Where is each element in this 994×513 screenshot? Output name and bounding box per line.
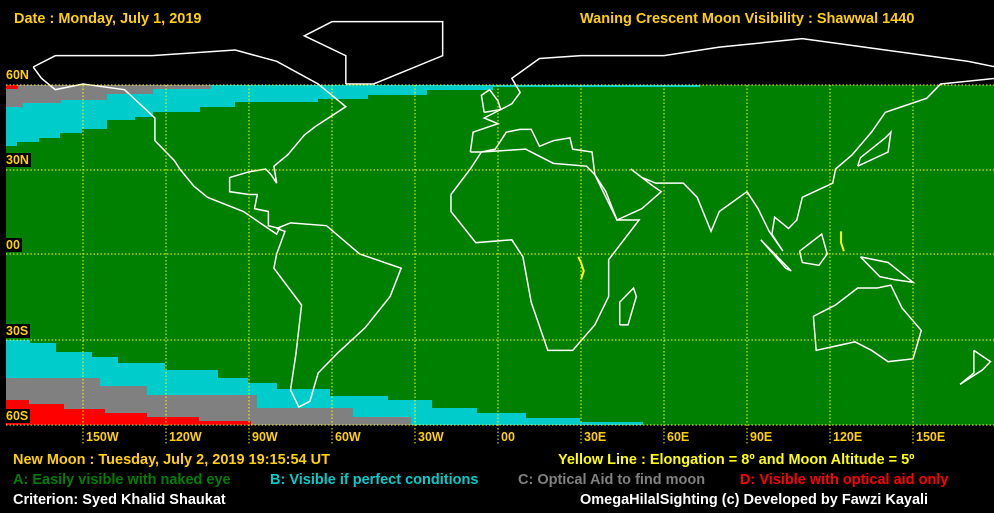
coastline-greenland	[302, 20, 444, 85]
lat-label-60n: 60N	[4, 68, 31, 82]
zone-b-north	[6, 85, 700, 146]
legend-c: C: Optical Aid to find moon	[518, 472, 706, 488]
lon-label: 120E	[833, 430, 863, 444]
lon-label: 30W	[418, 430, 444, 444]
legend-a: A: Easily visible with naked eye	[13, 472, 231, 488]
coastline-madagascar	[618, 286, 638, 326]
coastline-africa	[450, 148, 641, 352]
lon-label: 60E	[667, 430, 690, 444]
credit-label: OmegaHilalSighting (c) Developed by Fawz…	[580, 492, 929, 508]
yellow-line-label: Yellow Line : Elongation = 8º and Moon A…	[558, 452, 915, 468]
legend-d: D: Visible with optical aid only	[740, 472, 949, 488]
lat-label-30n: 30N	[4, 153, 31, 167]
lon-label: 150W	[86, 430, 119, 444]
new-moon-label: New Moon : Tuesday, July 2, 2019 19:15:5…	[13, 452, 330, 468]
coastline-borneo	[798, 232, 829, 267]
lat-label-60s: 60S	[4, 409, 31, 423]
coastline-new-guinea	[859, 256, 916, 284]
lon-label: 00	[501, 430, 515, 444]
date-label: Date : Monday, July 1, 2019	[14, 11, 202, 27]
lon-label: 90E	[750, 430, 773, 444]
coastline-north-america	[32, 49, 348, 236]
lat-label-00: 00	[4, 238, 22, 252]
yellow-line-asia	[840, 231, 845, 252]
lon-label: 150E	[916, 430, 946, 444]
coastline-japan	[856, 130, 892, 167]
map-title: Waning Crescent Moon Visibility : Shawwa…	[580, 11, 915, 27]
coastline-south-america	[273, 222, 403, 409]
lon-label: 90W	[252, 430, 278, 444]
coastline-eurasia	[469, 37, 994, 252]
legend-b: B: Visible if perfect conditions	[270, 472, 479, 488]
zone-c-north	[6, 85, 211, 107]
criterion-label: Criterion: Syed Khalid Shaukat	[13, 492, 226, 508]
coastline-australia	[812, 284, 923, 363]
lat-label-30s: 30S	[4, 324, 31, 338]
lon-label: 60W	[335, 430, 361, 444]
lon-label: 30E	[584, 430, 607, 444]
coastline-new-zealand	[959, 349, 992, 385]
yellow-line-africa	[577, 256, 585, 280]
zone-d-north	[6, 85, 18, 89]
zone-d-south	[6, 400, 251, 425]
lon-label: 120W	[169, 430, 202, 444]
